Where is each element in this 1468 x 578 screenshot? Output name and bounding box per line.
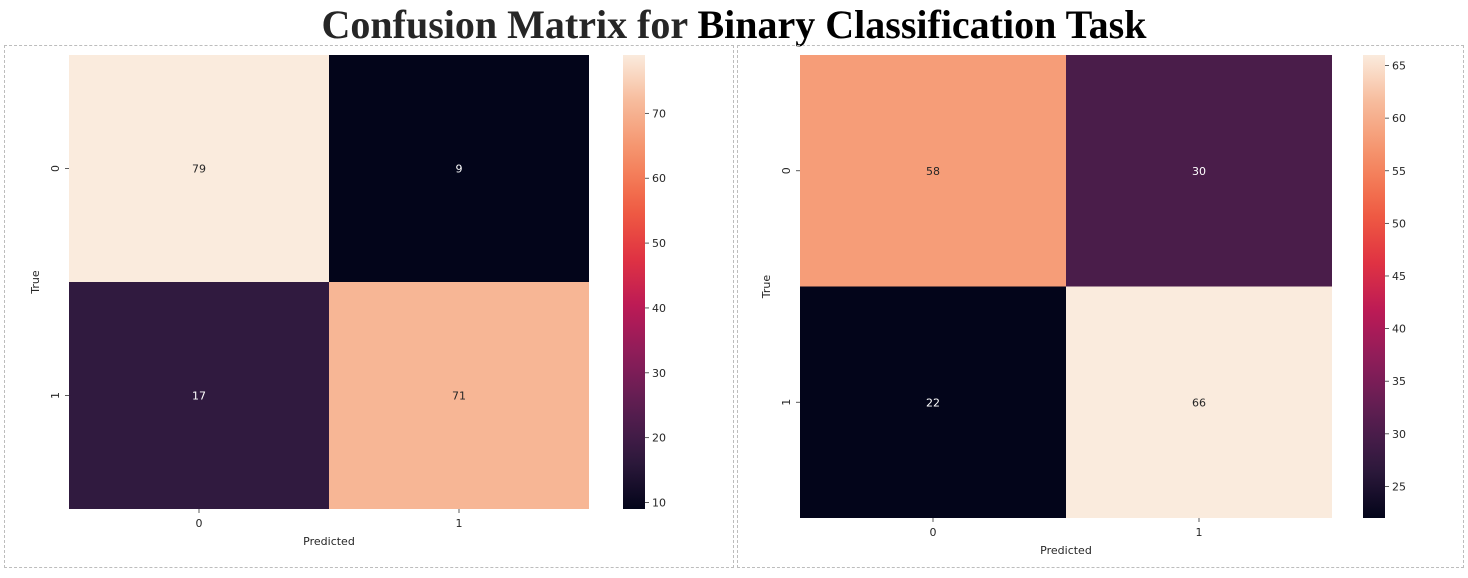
y-tick-label: 1: [49, 392, 62, 399]
confusion-matrix-chart-right: 58 30 22 66 0 1 0 1 Predicted True 25 30 35 40 45 50 55 6…: [760, 55, 1406, 557]
colorbar: [623, 55, 645, 509]
heatmap-cell: [69, 55, 329, 282]
colorbar-tick-label: 40: [1392, 323, 1406, 336]
cell-value-label: 79: [192, 163, 206, 176]
cell-value-label: 66: [1192, 396, 1206, 409]
colorbar-tick-label: 20: [652, 432, 666, 445]
colorbar: [1363, 55, 1385, 518]
y-tick-label: 1: [780, 399, 793, 406]
colorbar-tick-label: 55: [1392, 165, 1406, 178]
title-part-2: Binary Classification Task: [697, 2, 1147, 47]
cell-value-label: 22: [926, 396, 940, 409]
colorbar-tick-label: 25: [1392, 480, 1406, 493]
colorbar-tick-label: 50: [652, 237, 666, 250]
cell-value-label: 9: [456, 163, 463, 176]
x-tick-label: 0: [196, 517, 203, 530]
y-axis-label: True: [760, 275, 773, 300]
x-tick-label: 1: [1196, 526, 1203, 539]
cell-value-label: 30: [1192, 165, 1206, 178]
y-tick-label: 0: [49, 165, 62, 172]
heatmap-cell: [69, 282, 329, 509]
page-title: Confusion Matrix for Binary Classificati…: [0, 2, 1468, 48]
cell-value-label: 58: [926, 165, 940, 178]
x-tick-label: 0: [930, 526, 937, 539]
colorbar-tick-label: 40: [652, 302, 666, 315]
x-tick-label: 1: [456, 517, 463, 530]
heatmap-cell: [800, 286, 1066, 518]
y-tick-label: 0: [780, 167, 793, 174]
heatmap-cell: [329, 55, 589, 282]
colorbar-tick-label: 65: [1392, 60, 1406, 73]
x-axis-label: Predicted: [303, 535, 355, 548]
y-axis-label: True: [29, 270, 42, 295]
cell-value-label: 71: [452, 390, 466, 403]
x-axis-label: Predicted: [1040, 544, 1092, 557]
colorbar-tick-label: 30: [652, 367, 666, 380]
colorbar-tick-label: 45: [1392, 270, 1406, 283]
cropped-caption-text: [0, 564, 1468, 578]
title-part-1: Confusion Matrix for: [321, 2, 688, 47]
colorbar-tick-label: 30: [1392, 428, 1406, 441]
heatmap-cell: [329, 282, 589, 509]
confusion-matrix-panel-right: 58 30 22 66 0 1 0 1 Predicted True 25 30 35 40 45 50 55 6…: [737, 45, 1464, 568]
colorbar-tick-label: 50: [1392, 217, 1406, 230]
colorbar-tick-label: 35: [1392, 375, 1406, 388]
colorbar-tick-label: 10: [652, 497, 666, 510]
heatmap-cell: [1066, 55, 1332, 287]
cell-value-label: 17: [192, 390, 206, 403]
colorbar-tick-label: 70: [652, 107, 666, 120]
heatmap-cell: [800, 55, 1066, 287]
heatmap-cell: [1066, 286, 1332, 518]
colorbar-tick-label: 60: [652, 172, 666, 185]
confusion-matrix-panel-left: 79 9 17 71 0 1 0 1 Predicted True 10 20 30 40 50 60 70: [4, 45, 734, 568]
colorbar-tick-label: 60: [1392, 112, 1406, 125]
